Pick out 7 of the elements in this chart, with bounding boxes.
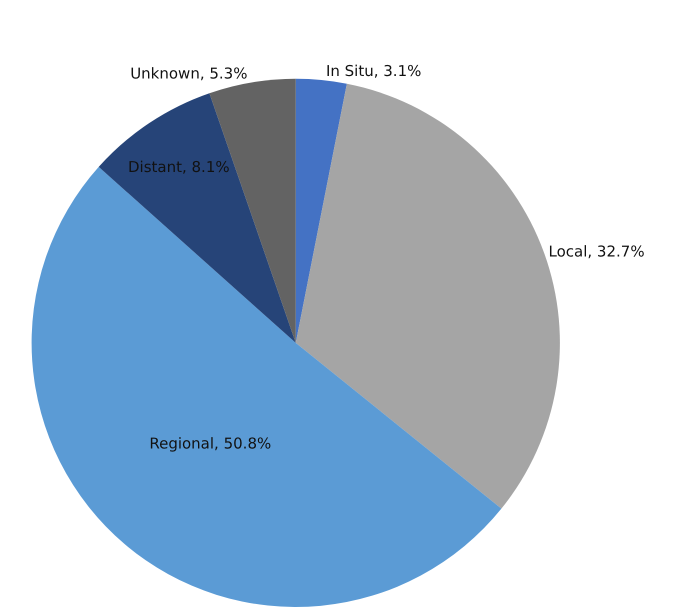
slice-label: Distant, 8.1% — [128, 158, 230, 176]
slice-label: Unknown, 5.3% — [130, 64, 248, 83]
slice-label: In Situ, 3.1% — [326, 62, 422, 80]
pie-slice — [296, 78, 347, 343]
slice-label: Regional, 50.8% — [149, 434, 272, 453]
slice-label: Local, 32.7% — [548, 242, 645, 261]
pie-slice — [98, 93, 296, 343]
